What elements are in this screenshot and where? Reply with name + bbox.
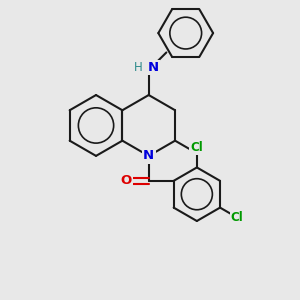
Text: O: O: [120, 174, 131, 187]
Text: N: N: [148, 61, 159, 74]
Text: N: N: [143, 149, 154, 162]
Text: Cl: Cl: [190, 141, 203, 154]
Text: H: H: [134, 61, 142, 74]
Text: Cl: Cl: [231, 211, 244, 224]
